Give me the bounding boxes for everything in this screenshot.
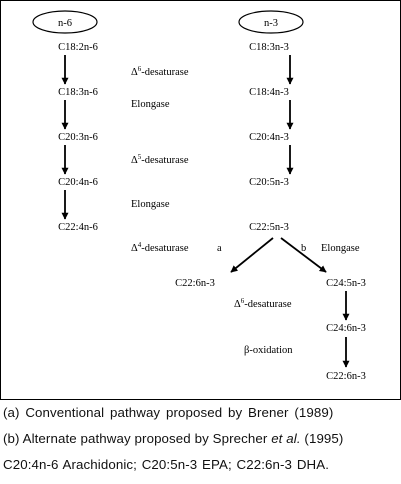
caption-c: C20:4n-6 Arachidonic; C20:5n-3 EPA; C22:… xyxy=(3,457,329,472)
caption-b-prefix: (b) Alternate pathway proposed by Sprech… xyxy=(3,431,272,446)
step-delta4-desaturase: Δ4-desaturase xyxy=(131,241,189,254)
branch-label-b: b xyxy=(301,243,306,254)
step-delta5-desaturase: Δ5-desaturase xyxy=(131,153,189,166)
pathway-diagram: n-6 n-3 C18:2n-6 C18:3n-6 C20:3n-6 C20:4… xyxy=(0,0,401,400)
branch-elongase: Elongase xyxy=(321,243,360,254)
n6-header: n-6 xyxy=(58,18,72,29)
n6-node-c22-4: C22:4n-6 xyxy=(58,222,98,233)
step-elongase-1: Elongase xyxy=(131,99,170,110)
caption-b-suffix: (1995) xyxy=(300,431,344,446)
n3-node-c18-4: C18:4n-3 xyxy=(249,87,289,98)
step-elongase-2: Elongase xyxy=(131,199,170,210)
step-delta6-desaturase: Δ6-desaturase xyxy=(131,65,189,78)
n3-header-oval xyxy=(238,10,304,34)
branch-b-c24-6: C24:6n-3 xyxy=(326,323,366,334)
n6-header-oval xyxy=(32,10,98,34)
n3-node-c20-4: C20:4n-3 xyxy=(249,132,289,143)
n6-node-c18-2: C18:2n-6 xyxy=(58,42,98,53)
n3-header: n-3 xyxy=(264,18,278,29)
n6-node-c20-3: C20:3n-6 xyxy=(58,132,98,143)
branch-label-a: a xyxy=(217,243,222,254)
n6-node-c18-3: C18:3n-6 xyxy=(58,87,98,98)
caption-b: (b) Alternate pathway proposed by Sprech… xyxy=(3,431,343,446)
branch-beta-oxidation: β-oxidation xyxy=(244,345,293,356)
n3-node-c22-5: C22:5n-3 xyxy=(249,222,289,233)
branch-arrow-b xyxy=(280,237,327,273)
caption-a: (a) Conventional pathway proposed by Bre… xyxy=(3,405,334,420)
branch-a-product: C22:6n-3 xyxy=(175,278,215,289)
caption-b-italic: et al. xyxy=(271,431,301,446)
branch-arrow-a xyxy=(230,237,274,273)
n6-node-c20-4: C20:4n-6 xyxy=(58,177,98,188)
branch-delta6-desaturase: Δ6-desaturase xyxy=(234,297,292,310)
n3-node-c18-3: C18:3n-3 xyxy=(249,42,289,53)
branch-b-c22-6: C22:6n-3 xyxy=(326,371,366,382)
n3-node-c20-5: C20:5n-3 xyxy=(249,177,289,188)
branch-b-c24-5: C24:5n-3 xyxy=(326,278,366,289)
